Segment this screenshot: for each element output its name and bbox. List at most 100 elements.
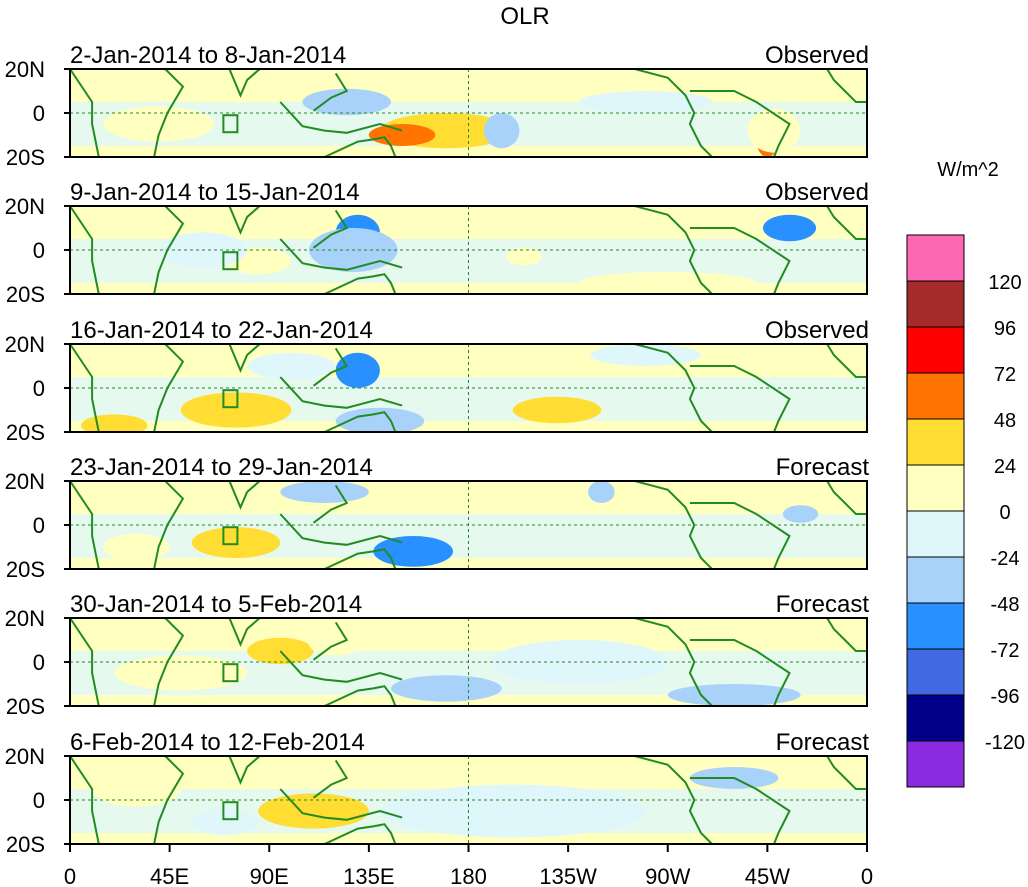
panel-2: 20N 0 20S 9-Jan-2014 to 15-Jan-2014 Observed [5,179,869,307]
y-tick-label: 0 [33,513,45,538]
colorbar-swatch [906,556,965,604]
y-tick-label: 20S [6,557,45,582]
colorbar-swatch [906,694,965,742]
region-box [222,526,239,546]
coast-indonesia [279,101,403,134]
coast-africa-northwest [826,344,867,378]
panel-period: 9-Jan-2014 to 15-Jan-2014 [70,179,360,206]
anomaly-cell [335,407,425,432]
y-tick-label: 20N [5,606,45,631]
coast-borneo-philippines [312,484,349,524]
coast-africa-northwest [826,756,867,790]
colorbar-label: 120 [988,272,1021,294]
colorbar-label: 0 [999,502,1010,524]
y-tick-label: 20S [6,832,45,857]
y-tick-label: 20N [5,194,45,219]
anomaly-cell [103,533,170,561]
panel-5: 20N 0 20S 30-Jan-2014 to 5-Feb-2014 Forecast [5,591,870,719]
panel-period: 2-Jan-2014 to 8-Jan-2014 [70,42,346,69]
anomaly-cell [103,106,214,142]
coast-africa-west [70,618,100,706]
x-axis: 0 45E 90E 135E 180 135W 90W 45W 0 [64,844,873,887]
x-tick-label: 135W [539,864,597,887]
anomaly-cell [590,344,701,366]
x-tick-label: 90E [250,864,289,887]
coast-africa-west [70,206,100,294]
colorbar-label: -48 [991,594,1020,616]
anomaly-cell [579,272,757,294]
anomaly-cell [588,481,615,503]
anomaly-cell [81,414,148,432]
panel-period: 16-Jan-2014 to 22-Jan-2014 [70,317,373,344]
coast-india [228,206,262,235]
region-box [222,801,239,821]
panel-period: 6-Feb-2014 to 12-Feb-2014 [70,729,365,756]
y-tick-label: 20N [5,744,45,769]
anomaly-cell [782,505,819,523]
y-tick-label: 0 [33,101,45,126]
anomaly-cell [180,392,292,428]
colorbar-label: -120 [985,732,1025,754]
coast-africa-west [70,481,100,569]
colorbar-label: -24 [991,548,1020,570]
y-tick-label: 0 [33,238,45,263]
colorbar-label: 72 [994,364,1016,386]
y-tick-label: 20S [6,694,45,719]
coast-indonesia [279,238,403,271]
colorbar-swatch [906,648,965,696]
colorbar-swatch [906,372,965,420]
panel-status: Observed [765,42,869,69]
colorbar-label: 24 [994,456,1016,478]
colorbar-swatch [906,602,965,650]
colorbar-label: 48 [994,410,1016,432]
coast-australia [324,411,397,432]
coast-australia [324,685,397,706]
anomaly-cell [247,352,336,380]
anomaly-cell [391,675,502,702]
y-tick-label: 0 [33,376,45,401]
x-tick-label: 135E [343,864,394,887]
colorbar-label: 96 [994,318,1016,340]
anomaly-cell [483,113,520,149]
colorbar-swatch [906,418,965,466]
panel-status: Forecast [776,591,870,618]
y-tick-label: 20S [6,145,45,170]
colorbar-swatch [906,510,965,558]
coast-borneo-philippines [312,621,349,661]
panel-status: Observed [765,317,869,344]
coast-australia [324,136,397,157]
coast-borneo-philippines [312,347,349,387]
coast-india [228,481,262,510]
anomaly-cell [379,784,646,838]
colorbar-swatch [906,326,965,374]
coast-africa-northwest [826,206,867,240]
anomaly-cell [762,214,817,242]
anomaly-cell [302,88,392,116]
anomaly-cell [335,352,380,388]
coast-indonesia [279,376,403,409]
coast-africa-west [70,756,100,844]
panel-4: 20N 0 20S 23-Jan-2014 to 29-Jan-2014 Forecas… [5,454,870,582]
anomaly-cell [92,771,181,807]
y-tick-label: 20S [6,420,45,445]
coast-indonesia [279,788,403,821]
coast-india [228,344,262,373]
anomaly-cell [114,655,248,691]
anomaly-cell [191,527,281,558]
x-tick-label: 45W [745,864,790,887]
region-box [222,663,239,683]
colorbar-units: W/m^2 [937,159,999,181]
region-box [222,389,239,409]
coast-australia [324,823,397,844]
coast-australia [324,273,397,294]
coast-india [228,756,262,785]
anomaly-cell [512,396,602,424]
anomaly-cell [579,91,713,113]
colorbar-swatch [906,234,965,282]
x-tick-label: 45E [150,864,189,887]
region-box [222,114,239,134]
anomaly-cell [747,108,801,153]
anomaly-cell [506,247,542,266]
panel-status: Forecast [776,729,870,756]
